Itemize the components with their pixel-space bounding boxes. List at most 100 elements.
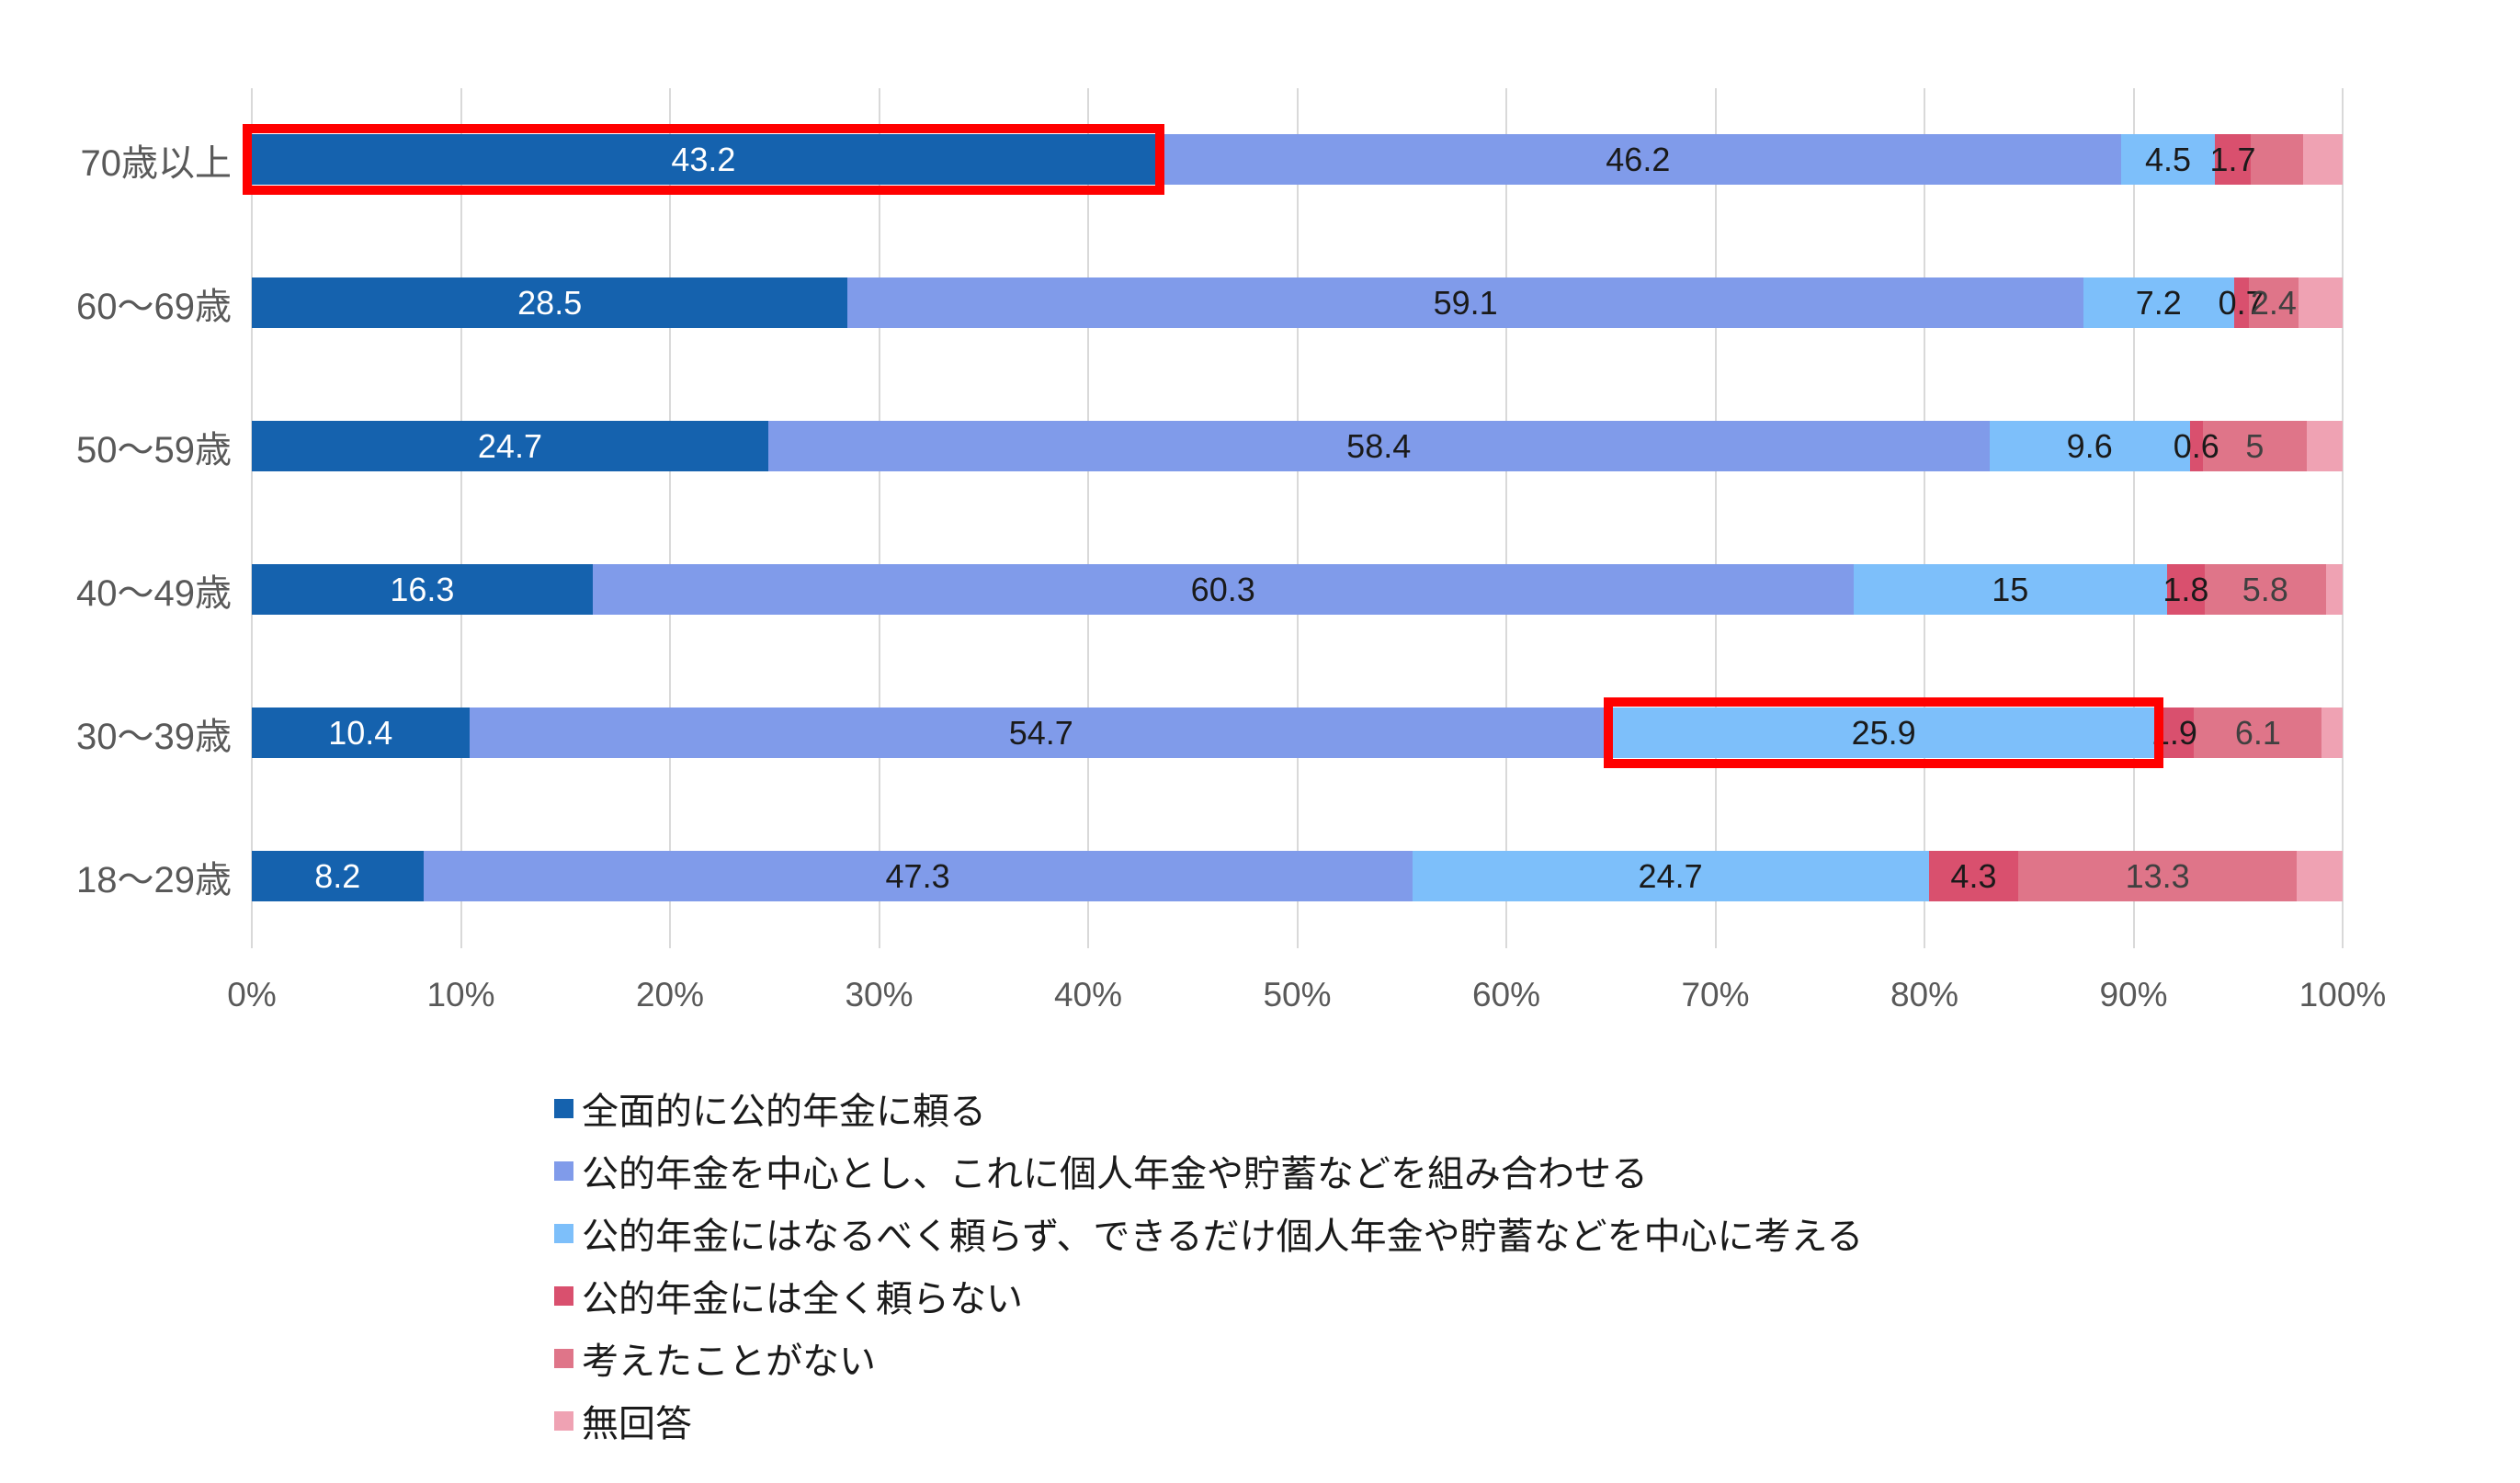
gridline	[1296, 88, 1299, 948]
gridline	[1087, 88, 1089, 948]
bar-segment: 54.7	[469, 708, 1614, 758]
bar-segment: 6.1	[2194, 708, 2322, 758]
legend-label: 考えたことがない	[582, 1341, 876, 1382]
gridline	[1714, 88, 1717, 948]
bar-segment: 8.2	[252, 851, 424, 901]
bar-segment-value-label: 58.4	[1346, 426, 1412, 465]
x-axis-tick-labels: 0% 10% 20% 30% 40% 50% 60% 70% 80% 90% 100%	[227, 976, 2386, 1022]
legend-swatch-icon	[554, 1098, 573, 1118]
bar-row: 28.5 59.1 7.2 0.7 2.4	[252, 277, 2343, 328]
x-axis-tick-label: 100%	[2299, 976, 2387, 1013]
legend-label: 公的年金を中心とし、これに個人年金や貯蓄などを組み合わせる	[582, 1154, 1648, 1194]
legend-label: 全面的に公的年金に頼る	[582, 1092, 986, 1132]
bar-segment-value-label: 7.2	[2135, 283, 2182, 322]
bar-segment-value-label: 46.2	[1606, 140, 1671, 178]
bar-segment-value-label: 54.7	[1008, 713, 1073, 752]
gridline	[2342, 88, 2344, 948]
legend-item: 公的年金を中心とし、これに個人年金や貯蓄などを組み合わせる	[554, 1139, 1863, 1202]
y-axis-category-label: 30〜39歳	[76, 717, 232, 757]
bar-segment-value-label: 59.1	[1433, 283, 1498, 322]
bar-segment	[2250, 134, 2303, 185]
legend-label: 無回答	[582, 1404, 692, 1444]
y-axis-category-labels: 70歳以上 60〜69歳 50〜59歳 40〜49歳 30〜39歳 18〜29歳	[28, 88, 232, 948]
y-axis-category-label: 18〜29歳	[76, 860, 232, 900]
bar-segment: 24.7	[1412, 851, 1929, 901]
bar-segment-value-label: 4.5	[2145, 140, 2192, 178]
legend-item: 考えたことがない	[554, 1327, 1863, 1389]
bar-row: 10.4 54.7 25.9 1.9 6.1	[252, 708, 2343, 758]
legend-swatch-icon	[554, 1285, 573, 1306]
bar-segment: 60.3	[592, 564, 1854, 615]
gridline	[2132, 88, 2135, 948]
x-axis-tick-label: 0%	[227, 976, 277, 1013]
bar-segment: 58.4	[767, 421, 1990, 471]
bar-segment-value-label: 9.6	[2066, 426, 2113, 465]
bar-segment: 2.4	[2248, 277, 2299, 328]
bar-segment: 46.2	[1154, 134, 2121, 185]
legend-swatch-icon	[554, 1348, 573, 1368]
bar-segment: 4.3	[1928, 851, 2019, 901]
bar-segment: 10.4	[252, 708, 470, 758]
x-axis-tick-label: 80%	[1890, 976, 1959, 1013]
x-axis-tick-label: 30%	[845, 976, 914, 1013]
bar-segment-value-label: 1.8	[2162, 570, 2209, 608]
x-axis-tick-label: 70%	[1681, 976, 1750, 1013]
bar-segment	[2321, 708, 2343, 758]
x-axis-tick-label: 10%	[426, 976, 495, 1013]
legend-item: 無回答	[554, 1389, 1863, 1452]
legend-item: 全面的に公的年金に頼る	[554, 1077, 1863, 1139]
bar-segment: 16.3	[252, 564, 593, 615]
bar-row: 24.7 58.4 9.6 0.6 5	[252, 421, 2343, 471]
bar-segment-value-label: 28.5	[517, 283, 583, 322]
bar-row: 8.2 47.3 24.7 4.3 13.3	[252, 851, 2343, 901]
bar-segment	[2296, 851, 2343, 901]
bar-segment: 24.7	[252, 421, 768, 471]
bar-segment: 13.3	[2018, 851, 2297, 901]
bar-segment: 15	[1853, 564, 2167, 615]
gridline	[669, 88, 671, 948]
bar-segment	[2302, 134, 2343, 185]
legend-swatch-icon	[554, 1160, 573, 1181]
legend-swatch-icon	[554, 1410, 573, 1431]
bar-segment: 25.9	[1613, 708, 2155, 758]
bar-segment	[2325, 564, 2343, 615]
legend-label: 公的年金には全く頼らない	[582, 1279, 1023, 1319]
legend: 全面的に公的年金に頼る公的年金を中心とし、これに個人年金や貯蓄などを組み合わせる…	[554, 1077, 1863, 1452]
bar-segment-value-label: 16.3	[390, 570, 455, 608]
bar-segment-value-label: 15	[1992, 570, 2029, 608]
x-axis-tick-label: 60%	[1471, 976, 1541, 1013]
bar-segment: 59.1	[847, 277, 2083, 328]
bar-segment-value-label: 24.7	[477, 426, 542, 465]
gridline	[460, 88, 462, 948]
bar-segment: 9.6	[1989, 421, 2190, 471]
bar-segment-value-label: 2.4	[2250, 283, 2297, 322]
bar-segment-value-label: 10.4	[328, 713, 393, 752]
y-axis-category-label: 70歳以上	[80, 143, 233, 184]
bar-segment	[2307, 421, 2343, 471]
bar-segment: 7.2	[2083, 277, 2234, 328]
legend-item: 公的年金には全く頼らない	[554, 1264, 1863, 1327]
bar-segment-value-label: 0.6	[2173, 426, 2219, 465]
x-axis-tick-label: 40%	[1053, 976, 1123, 1013]
bar-segment-value-label: 60.3	[1190, 570, 1255, 608]
bar-segment-value-label: 6.1	[2234, 713, 2281, 752]
bar-segment: 1.7	[2210, 134, 2256, 185]
bar-segment-value-label: 13.3	[2125, 856, 2190, 895]
y-axis-category-label: 50〜59歳	[76, 430, 232, 470]
bar-segment	[2299, 277, 2343, 328]
bar-segment-value-label: 4.3	[1950, 856, 1997, 895]
bar-segment-value-label: 24.7	[1638, 856, 1703, 895]
bar-segment-value-label: 8.2	[314, 856, 361, 895]
bar-segment: 28.5	[252, 277, 848, 328]
bar-segment-value-label: 1.7	[2209, 140, 2256, 178]
bar-row: 43.2 46.2 4.5 1.7	[252, 134, 2343, 185]
bar-segment: 5.8	[2204, 564, 2326, 615]
bar-segment-value-label: 25.9	[1851, 713, 1916, 752]
legend-item: 公的年金にはなるべく頼らず、できるだけ個人年金や貯蓄などを中心に考える	[554, 1202, 1863, 1264]
bar-segment: 0.6	[2174, 421, 2219, 471]
y-axis-category-label: 40〜49歳	[76, 573, 232, 614]
bar-segment: 43.2	[252, 134, 1155, 185]
gridline	[878, 88, 880, 948]
x-axis-tick-label: 20%	[635, 976, 705, 1013]
